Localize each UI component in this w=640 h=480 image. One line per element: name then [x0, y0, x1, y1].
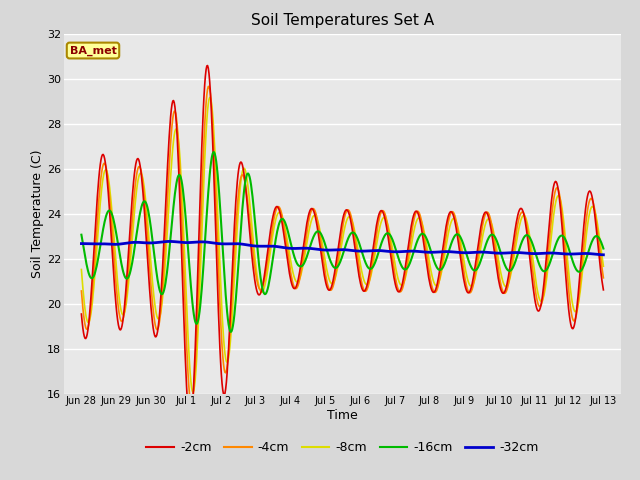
Text: BA_met: BA_met — [70, 46, 116, 56]
X-axis label: Time: Time — [327, 409, 358, 422]
Legend: -2cm, -4cm, -8cm, -16cm, -32cm: -2cm, -4cm, -8cm, -16cm, -32cm — [141, 436, 543, 459]
Y-axis label: Soil Temperature (C): Soil Temperature (C) — [31, 149, 44, 278]
Title: Soil Temperatures Set A: Soil Temperatures Set A — [251, 13, 434, 28]
